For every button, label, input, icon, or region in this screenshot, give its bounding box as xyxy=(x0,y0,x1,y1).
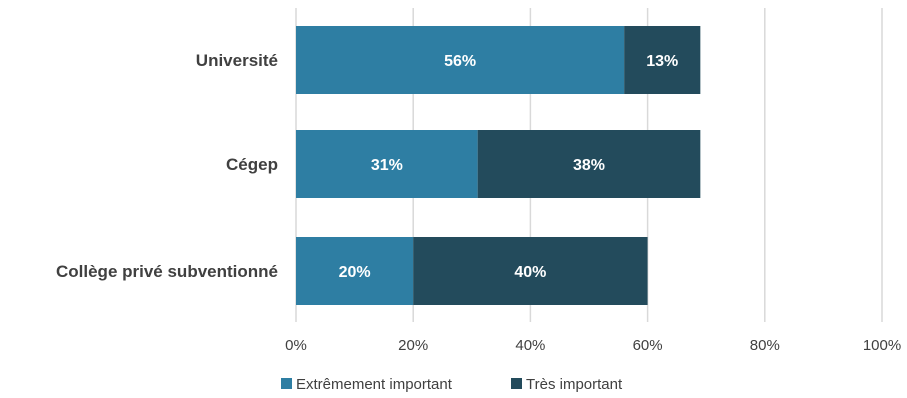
bar-0-1 xyxy=(624,26,701,94)
x-tick-labels: 0% 20% 40% 60% 80% 100% xyxy=(285,337,901,354)
legend-label: Extrêmement important xyxy=(296,376,453,393)
bar-1-0 xyxy=(296,130,478,198)
data-label: 40% xyxy=(514,264,546,281)
data-label: 56% xyxy=(444,53,476,70)
legend-label: Très important xyxy=(526,376,623,393)
legend-swatch xyxy=(511,378,522,389)
category-labels: Université Cégep Collège privé subventionn… xyxy=(56,51,278,281)
x-tick-label: 100% xyxy=(863,337,901,354)
data-label: 38% xyxy=(573,157,605,174)
legend-swatch xyxy=(281,378,292,389)
legend: Extrêmement important Très important xyxy=(281,376,623,393)
category-label: Collège privé subventionné xyxy=(56,262,278,281)
bar-2-0 xyxy=(296,237,414,305)
x-tick-label: 40% xyxy=(515,337,545,354)
bar-2-1 xyxy=(413,237,648,305)
data-label: 20% xyxy=(339,264,371,281)
bar-0-0 xyxy=(296,26,625,94)
x-tick-label: 60% xyxy=(633,337,663,354)
x-tick-label: 80% xyxy=(750,337,780,354)
x-tick-label: 20% xyxy=(398,337,428,354)
x-tick-label: 0% xyxy=(285,337,307,354)
bar-1-1 xyxy=(477,130,701,198)
data-label: 13% xyxy=(646,53,678,70)
category-label: Cégep xyxy=(226,155,278,174)
data-label: 31% xyxy=(371,157,403,174)
category-label: Université xyxy=(196,51,278,70)
bars: 56% 13% 31% 38% 20% 40% xyxy=(296,26,701,305)
